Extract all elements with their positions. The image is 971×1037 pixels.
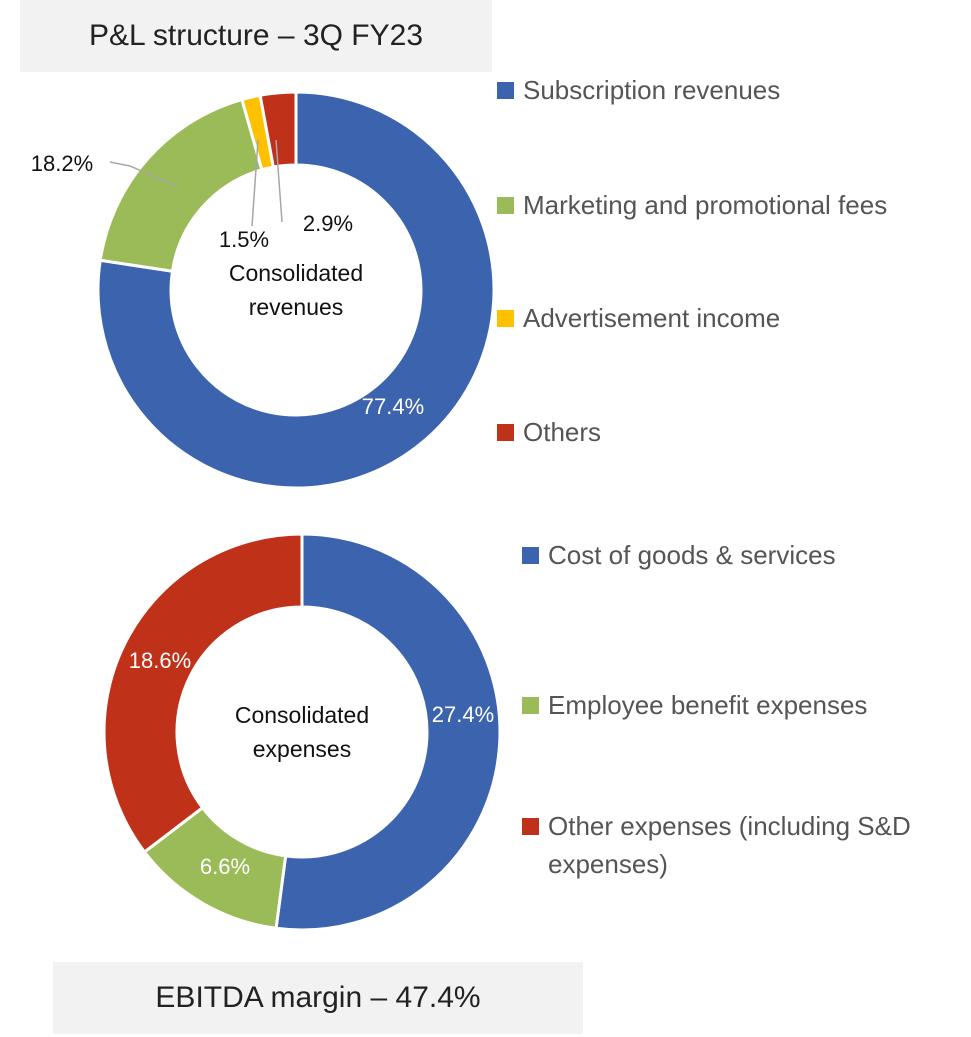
- leader-line: [251, 139, 259, 227]
- legend-swatch: [522, 697, 539, 714]
- footer-box: EBITDA margin – 47.4%: [53, 962, 583, 1034]
- legend-swatch: [497, 424, 514, 441]
- center-label: Consolidated expenses: [234, 702, 370, 762]
- legend-item: Marketing and promotional fees: [497, 186, 903, 224]
- donut-segment: [258, 90, 298, 169]
- legend-item: Other expenses (including S&D expenses): [522, 807, 928, 883]
- legend-label: Other expenses (including S&D expenses): [548, 811, 911, 879]
- legend-swatch: [497, 82, 514, 99]
- data-label: 18.2%: [31, 151, 93, 176]
- legend-swatch: [522, 547, 539, 564]
- data-label: 18.6%: [129, 648, 191, 673]
- legend-item: Cost of goods & services: [522, 536, 928, 574]
- legend-label: Employee benefit expenses: [548, 690, 868, 720]
- data-label: 2.9%: [303, 211, 353, 236]
- leader-line: [275, 139, 283, 223]
- legend-item: Employee benefit expenses: [522, 686, 928, 724]
- legend-item: Advertisement income: [497, 299, 903, 337]
- donut-segment: [96, 90, 496, 490]
- legend-item: Subscription revenues: [497, 71, 903, 109]
- leader-line: [109, 161, 179, 188]
- legend-swatch: [522, 818, 539, 835]
- donut-segment: [274, 532, 502, 932]
- title-box: P&L structure – 3Q FY23: [20, 0, 492, 72]
- center-label: Consolidated revenues: [228, 260, 364, 320]
- data-label: 6.6%: [200, 854, 250, 879]
- footer: EBITDA margin – 47.4%: [155, 981, 481, 1014]
- legend-swatch: [497, 197, 514, 214]
- legend-label: Subscription revenues: [523, 75, 781, 105]
- donut-segment: [102, 532, 304, 855]
- legend-label: Marketing and promotional fees: [523, 190, 888, 220]
- legend-label: Others: [523, 417, 602, 447]
- data-label: 27.4%: [432, 702, 494, 727]
- data-label: 77.4%: [362, 394, 424, 419]
- legend-label: Cost of goods & services: [548, 540, 836, 570]
- title: P&L structure – 3Q FY23: [88, 19, 424, 52]
- legend-label: Advertisement income: [523, 303, 781, 333]
- legend-item: Others: [497, 413, 903, 451]
- legend-swatch: [497, 310, 514, 327]
- data-label: 1.5%: [219, 227, 269, 252]
